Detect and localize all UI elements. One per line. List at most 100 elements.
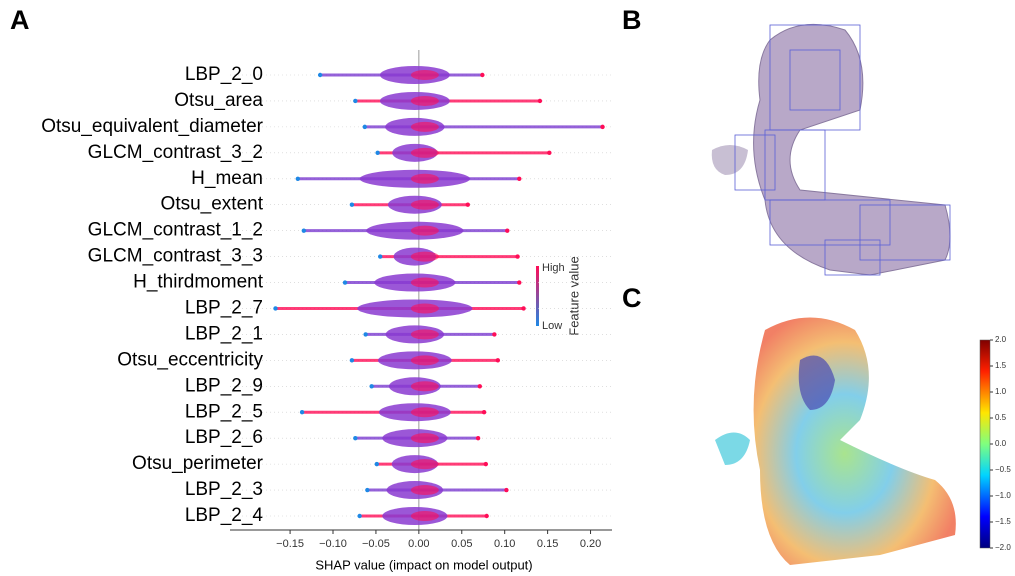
- colorbar-tick-label: 1.0: [995, 387, 1007, 396]
- swarm-density: [410, 303, 439, 314]
- colorbar-tick-label: 2.0: [995, 335, 1007, 344]
- swarm-max: [505, 228, 510, 233]
- swarm-density: [410, 147, 439, 158]
- swarm-min: [295, 176, 301, 181]
- swarm-density: [410, 225, 439, 236]
- colorbar-tick-label: −2.0: [995, 543, 1011, 552]
- swarm-min: [357, 513, 362, 519]
- swarm-max: [517, 176, 522, 181]
- swarm-min: [365, 487, 370, 493]
- swarm-density: [410, 433, 439, 444]
- feature-label: GLCM_contrast_3_3: [88, 246, 263, 267]
- swarm-max: [483, 461, 489, 467]
- swarm-density: [410, 355, 439, 366]
- legend-title: Feature value: [566, 256, 581, 336]
- swarm-max: [547, 150, 552, 156]
- legend-low: Low: [542, 320, 562, 332]
- feature-label: LBP_2_1: [185, 323, 263, 344]
- swarm-max: [517, 280, 522, 285]
- colorbar-tick-label: −1.0: [995, 491, 1011, 500]
- swarm-min: [273, 306, 278, 311]
- legend-high: High: [542, 262, 565, 274]
- swarm-density: [410, 511, 439, 521]
- swarm-max: [484, 513, 489, 519]
- swarm-min: [353, 98, 358, 104]
- x-tick-label: −0.05: [362, 538, 390, 550]
- swarm-max: [481, 410, 487, 415]
- legend-colorbar: [536, 266, 539, 326]
- swarm-min: [353, 435, 358, 441]
- x-tick-label: 0.05: [451, 538, 472, 550]
- swarm-min: [299, 410, 305, 415]
- colorbar-tick-label: −0.5: [995, 465, 1011, 474]
- swarm-max: [600, 124, 605, 130]
- swarm-density: [410, 459, 439, 470]
- feature-label: Otsu_area: [174, 90, 263, 111]
- swarm-min: [342, 280, 348, 285]
- feature-label: LBP_2_3: [185, 479, 263, 500]
- swarm-min: [369, 384, 374, 389]
- swarm-max: [480, 72, 485, 78]
- colorbar-tick-label: 0.5: [995, 413, 1007, 422]
- swarm-max: [521, 306, 526, 311]
- feature-label: LBP_2_7: [185, 297, 263, 318]
- swarm-density: [410, 70, 439, 80]
- swarm-density: [410, 277, 439, 288]
- swarm-density: [410, 381, 439, 392]
- panel-label: B: [622, 5, 642, 35]
- swarm-min: [374, 461, 379, 467]
- swarm-max: [515, 254, 520, 259]
- swarm-max: [537, 98, 543, 104]
- feature-label: Otsu_equivalent_diameter: [41, 116, 263, 137]
- swarm-min: [349, 202, 355, 207]
- panel-label: A: [10, 5, 30, 35]
- swarm-max: [495, 358, 501, 363]
- feature-label: GLCM_contrast_3_2: [88, 142, 263, 163]
- feature-label: H_thirdmoment: [133, 272, 264, 293]
- feature-label: LBP_2_0: [185, 64, 263, 85]
- colorbar-tick-label: −1.5: [995, 517, 1011, 526]
- x-tick-label: 0.00: [408, 538, 429, 550]
- swarm-min: [349, 358, 355, 363]
- heatmap-image: [715, 317, 956, 565]
- swarm-min: [378, 254, 383, 259]
- feature-label: Otsu_eccentricity: [117, 349, 263, 370]
- swarm-density: [410, 173, 439, 184]
- feature-label: LBP_2_9: [185, 375, 263, 396]
- x-tick-label: −0.10: [319, 538, 347, 550]
- swarm-density: [410, 329, 439, 340]
- swarm-min: [375, 150, 380, 156]
- x-tick-label: 0.15: [537, 538, 558, 550]
- swarm-density: [410, 251, 439, 262]
- feature-label: H_mean: [191, 168, 263, 189]
- swarm-max: [504, 487, 509, 493]
- tissue-image: [711, 23, 951, 276]
- swarm-density: [410, 407, 439, 418]
- x-tick-label: −0.15: [276, 538, 304, 550]
- x-tick-label: 0.20: [580, 538, 601, 550]
- feature-label: Otsu_extent: [161, 194, 264, 215]
- feature-label: Otsu_perimeter: [132, 453, 264, 474]
- swarm-max: [465, 202, 470, 207]
- feature-label: LBP_2_5: [185, 401, 263, 422]
- swarm-min: [362, 124, 367, 130]
- swarm-density: [410, 199, 439, 210]
- swarm-density: [410, 121, 439, 132]
- x-axis-title: SHAP value (impact on model output): [315, 557, 532, 572]
- swarm-min: [317, 72, 323, 78]
- swarm-max: [477, 384, 483, 389]
- feature-label: GLCM_contrast_1_2: [88, 220, 263, 241]
- colorbar-tick-label: 0.0: [995, 439, 1007, 448]
- feature-label: LBP_2_4: [185, 505, 264, 526]
- panel-label: C: [622, 283, 642, 313]
- colorbar-tick-label: 1.5: [995, 361, 1007, 370]
- swarm-max: [492, 332, 497, 337]
- feature-label: LBP_2_6: [185, 427, 263, 448]
- swarm-min: [301, 228, 307, 233]
- x-tick-label: 0.10: [494, 538, 515, 550]
- swarm-density: [410, 95, 439, 106]
- colorbar: [979, 339, 991, 549]
- swarm-max: [475, 435, 481, 441]
- swarm-density: [410, 485, 439, 496]
